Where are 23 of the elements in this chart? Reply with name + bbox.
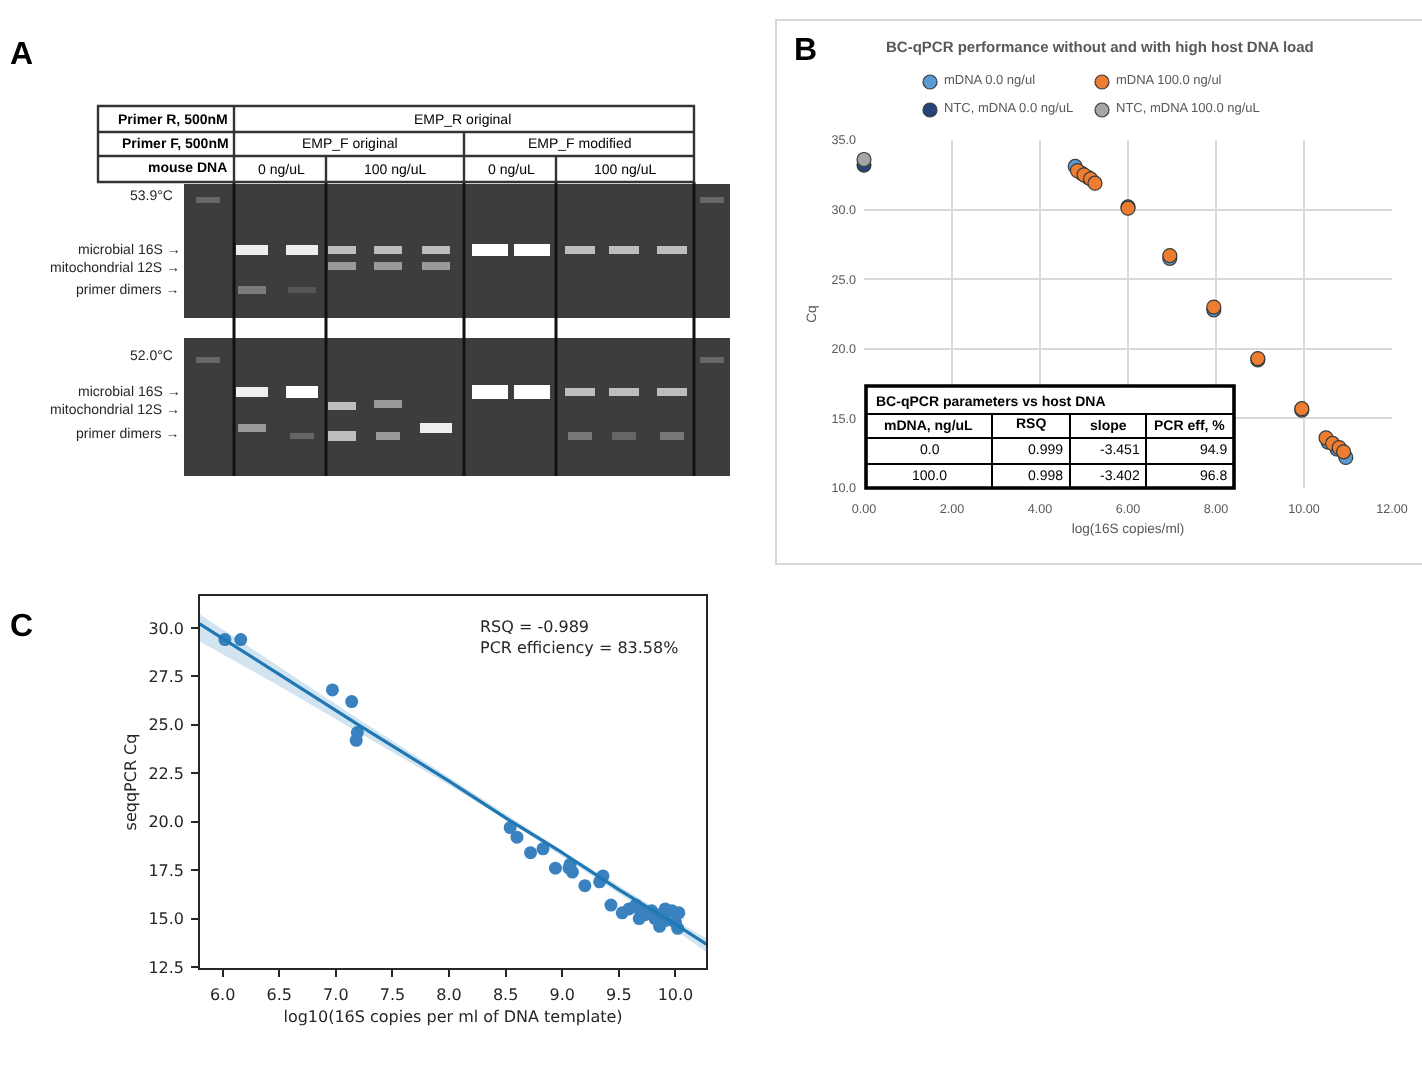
y-tick-label: 27.5: [148, 668, 184, 686]
y-tick-label: 20.0: [148, 813, 184, 832]
y-tick-label: 25.0: [148, 716, 184, 735]
y-tick-label: 30.0: [148, 619, 184, 638]
text: C: [10, 610, 34, 644]
x-tick-label: 7.5: [379, 986, 406, 1004]
y-tick-label: 17.5: [148, 861, 184, 880]
annotation: RSQ = -0.989 PCR efficiency = 83.58%: [480, 618, 680, 657]
y-axis-title: seqqPCR Cq: [121, 733, 140, 831]
x-tick-label: 7.0: [323, 986, 349, 1004]
x-tick-label: 6.5: [266, 986, 292, 1004]
x-tick-label: 8.5: [492, 986, 519, 1004]
y-tick-label: 12.5: [148, 958, 184, 977]
x-axis-title: log10(16S copies per ml of DNA template): [283, 1008, 623, 1027]
x-tick-label: 9.0: [549, 986, 575, 1004]
x-tick-label: 10.0: [657, 986, 694, 1004]
x-tick-label: 9.5: [606, 986, 632, 1004]
text: B: [794, 34, 818, 68]
y-tick-label: 22.5: [148, 764, 184, 783]
y-tick-label: 15.0: [148, 910, 184, 929]
x-tick-label: 6.0: [209, 986, 236, 1004]
text: A: [10, 38, 34, 72]
x-tick-label: 8.0: [436, 986, 462, 1004]
